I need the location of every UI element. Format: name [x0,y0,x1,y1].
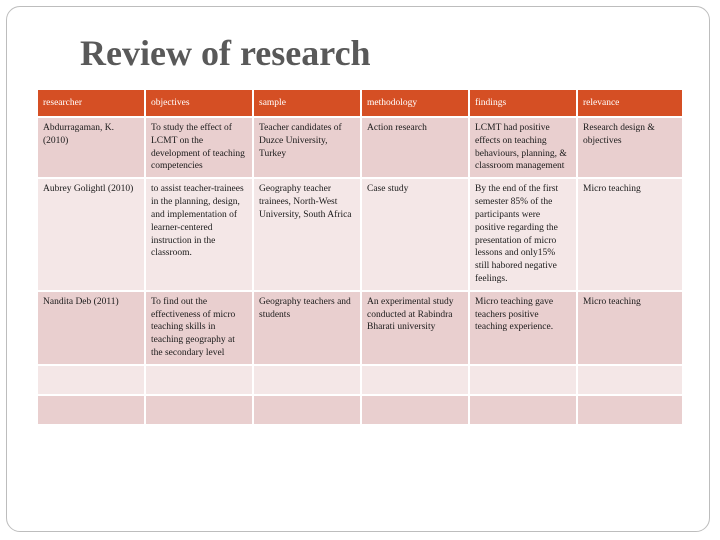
cell-researcher: Nandita Deb (2011) [36,289,146,366]
cell-empty [36,393,146,426]
cell-empty [360,393,470,426]
cell-sample: Teacher candidates of Duzce University, … [252,115,362,180]
table-row-empty [36,393,684,426]
research-review-table: researcher objectives sample methodology… [36,88,684,426]
cell-empty [144,363,254,396]
cell-sample: Geography teacher trainees, North-West U… [252,177,362,292]
cell-methodology: An experimental study conducted at Rabin… [360,289,470,366]
cell-empty [360,363,470,396]
cell-methodology: Case study [360,177,470,292]
header-objectives: objectives [144,88,254,118]
cell-empty [144,393,254,426]
cell-findings: By the end of the first semester 85% of … [468,177,578,292]
cell-objectives: To find out the effectiveness of micro t… [144,289,254,366]
table-row: Nandita Deb (2011) To find out the effec… [36,289,684,366]
cell-researcher: Aubrey Golightl (2010) [36,177,146,292]
cell-empty [468,363,578,396]
cell-findings: LCMT had positive effects on teaching be… [468,115,578,180]
cell-empty [252,363,362,396]
cell-findings: Micro teaching gave teachers positive te… [468,289,578,366]
cell-relevance: Micro teaching [576,177,684,292]
header-researcher: researcher [36,88,146,118]
cell-empty [576,393,684,426]
cell-empty [252,393,362,426]
header-sample: sample [252,88,362,118]
cell-methodology: Action research [360,115,470,180]
cell-researcher: Abdurragaman, K. (2010) [36,115,146,180]
cell-objectives: To study the effect of LCMT on the devel… [144,115,254,180]
header-findings: findings [468,88,578,118]
cell-empty [576,363,684,396]
cell-relevance: Micro teaching [576,289,684,366]
slide-title: Review of research [80,33,371,73]
cell-empty [36,363,146,396]
cell-empty [468,393,578,426]
cell-objectives: to assist teacher-trainees in the planni… [144,177,254,292]
cell-relevance: Research design & objectives [576,115,684,180]
cell-sample: Geography teachers and students [252,289,362,366]
table-row: Abdurragaman, K. (2010) To study the eff… [36,115,684,180]
table-row: Aubrey Golightl (2010) to assist teacher… [36,177,684,292]
table-row-empty [36,363,684,396]
header-relevance: relevance [576,88,684,118]
header-methodology: methodology [360,88,470,118]
table-header-row: researcher objectives sample methodology… [36,88,684,118]
